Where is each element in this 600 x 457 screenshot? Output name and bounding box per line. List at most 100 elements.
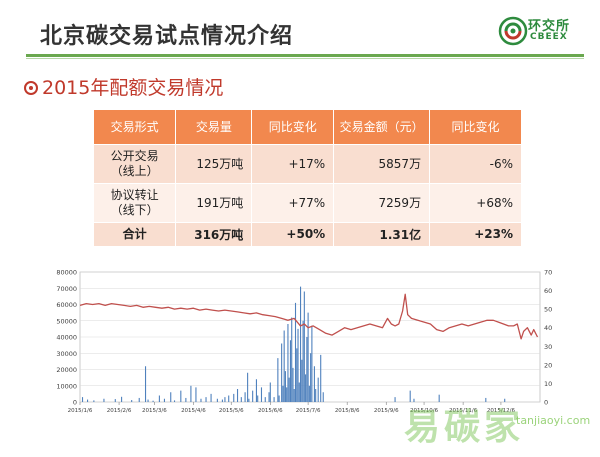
- volume-bar: [236, 389, 239, 402]
- amount-cell: 7259万: [333, 182, 431, 222]
- header-divider: [26, 54, 584, 57]
- y-left-tick-label: 10000: [56, 382, 77, 390]
- volume-bar: [190, 385, 192, 402]
- table-row: 协议转让 （线下） 191万吨 +77% 7259万 +68%: [94, 182, 522, 222]
- volume-bar: [311, 325, 313, 402]
- y-left-tick-label: 50000: [56, 317, 77, 325]
- header-volume: 交易量: [175, 110, 253, 144]
- y-left-tick-label: 30000: [56, 350, 77, 358]
- y-left-tick-label: 70000: [56, 285, 77, 293]
- volume-bar: [200, 398, 202, 402]
- volume-bar: [248, 398, 250, 402]
- volume-bar: [296, 348, 298, 402]
- volume-bar: [144, 366, 147, 402]
- volume-bar: [315, 389, 317, 402]
- volume-bar: [260, 387, 263, 402]
- volume-bar: [283, 330, 285, 402]
- amount-change-cell: +68%: [429, 182, 522, 222]
- logo-text-cn: 环交所: [528, 19, 571, 34]
- y-right-tick-label: 60: [544, 287, 552, 295]
- header-volume-change: 同比变化: [251, 110, 335, 144]
- trade-type-sublabel: （线上）: [110, 163, 159, 178]
- target-bullet-icon: [24, 81, 38, 95]
- volume-bar: [294, 302, 297, 402]
- total-volume-cell: 316万吨: [175, 221, 253, 246]
- x-tick-label: 2015/6/6: [258, 408, 283, 414]
- watermark-logo-cn: 易碳家: [404, 407, 525, 448]
- total-label-cell: 合计: [94, 221, 177, 246]
- volume-bar: [185, 397, 187, 402]
- volume-bar: [299, 286, 302, 402]
- volume-bar: [281, 343, 283, 402]
- volume-bar: [93, 400, 95, 402]
- volume-bar: [158, 395, 160, 402]
- x-tick-label: 2015/7/6: [296, 408, 321, 414]
- y-right-tick-label: 70: [544, 269, 552, 277]
- y-right-tick-label: 30: [544, 343, 552, 351]
- volume-bar: [291, 317, 293, 402]
- volume-bar: [87, 399, 89, 402]
- volume-bar: [313, 366, 315, 402]
- x-tick-label: 2015/4/6: [181, 408, 206, 414]
- volume-bar: [210, 393, 212, 402]
- trade-type-cell: 公开交易 （线上）: [94, 143, 177, 183]
- x-tick-label: 2015/2/6: [107, 408, 132, 414]
- y-left-tick-label: 80000: [56, 269, 77, 277]
- volume-bar: [170, 392, 172, 402]
- volume-bar: [287, 324, 289, 402]
- x-tick-label: 2015/1/6: [68, 408, 93, 414]
- y-right-tick-label: 50: [544, 306, 552, 314]
- volume-bar: [147, 399, 149, 402]
- volume-bar: [413, 398, 415, 402]
- table-row: 公开交易 （线上） 125万吨 +17% 5857万 -6%: [94, 143, 522, 183]
- y-right-tick-label: 0: [544, 399, 548, 407]
- volume-bar: [438, 394, 440, 402]
- header-amount-change: 同比变化: [429, 110, 522, 144]
- x-tick-label: 2015/10/6: [410, 408, 439, 414]
- section-subtitle: 2015年配额交易情况: [24, 73, 223, 100]
- amount-cell: 5857万: [333, 143, 431, 183]
- header-amount: 交易金额（元）: [333, 110, 431, 144]
- x-tick-label: 2015/12/6: [487, 408, 516, 414]
- volume-bar: [81, 397, 84, 402]
- x-tick-label: 2015/11/6: [449, 408, 478, 414]
- subtitle-text: 2015年配额交易情况: [42, 77, 224, 99]
- x-tick-label: 2015/3/6: [142, 408, 167, 414]
- y-left-tick-label: 20000: [56, 366, 77, 374]
- volume-bar: [282, 385, 284, 402]
- y-left-tick-label: 0: [73, 399, 77, 407]
- volume-cell: 125万吨: [175, 143, 253, 183]
- volume-bar: [255, 379, 257, 402]
- y-right-tick-label: 40: [544, 324, 552, 332]
- volume-bar: [303, 291, 305, 402]
- watermark-url: tanjiaoyi.com: [516, 414, 591, 427]
- volume-bar: [103, 398, 105, 402]
- volume-bar: [277, 358, 279, 402]
- trade-type-label: 协议转让: [110, 187, 159, 202]
- volume-bar: [302, 320, 304, 402]
- volume-bar: [286, 387, 288, 402]
- volume-bar: [320, 354, 322, 402]
- volume-change-cell: +77%: [251, 182, 335, 222]
- volume-change-cell: +17%: [251, 143, 335, 183]
- volume-bar: [180, 390, 182, 402]
- x-tick-label: 2015/5/6: [219, 408, 244, 414]
- volume-bar: [195, 387, 197, 402]
- x-tick-label: 2015/8/6: [335, 408, 360, 414]
- volume-bar: [138, 397, 140, 402]
- volume-bar: [152, 400, 154, 402]
- table-header-row: 交易形式 交易量 同比变化 交易金额（元） 同比变化: [94, 110, 522, 144]
- volume-bar: [297, 328, 299, 402]
- cbeex-logo: [498, 16, 528, 46]
- y-right-tick-label: 10: [544, 380, 552, 388]
- volume-bar: [409, 390, 411, 402]
- trade-type-cell: 协议转让 （线下）: [94, 182, 177, 222]
- trade-type-label: 公开交易: [110, 148, 159, 163]
- volume-bar: [173, 400, 176, 402]
- volume-bar: [252, 390, 254, 402]
- volume-bar: [308, 385, 310, 402]
- volume-bar: [306, 337, 308, 402]
- volume-bar: [305, 374, 307, 402]
- volume-bar: [293, 389, 295, 402]
- logo-emblem-icon: [498, 16, 528, 46]
